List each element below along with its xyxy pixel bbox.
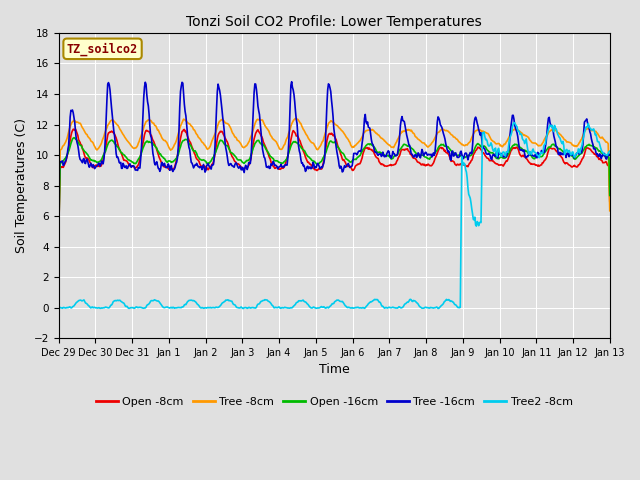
Y-axis label: Soil Temperatures (C): Soil Temperatures (C) [15, 118, 28, 253]
Line: Open -8cm: Open -8cm [59, 129, 610, 237]
Tree2 -8cm [239, 306, 247, 312]
Tree -8cm [177, 121, 185, 127]
Tree2 -8cm [65, 304, 72, 310]
Tree -16cm [418, 146, 426, 152]
Tree -8cm [606, 208, 614, 214]
Tree -8cm [55, 212, 63, 217]
Tree -16cm [402, 127, 410, 133]
Legend: Open -8cm, Tree -8cm, Open -16cm, Tree -16cm, Tree2 -8cm: Open -8cm, Tree -8cm, Open -16cm, Tree -… [91, 393, 577, 411]
Open -8cm [122, 158, 130, 164]
Tree2 -8cm [606, 148, 614, 154]
Tree2 -8cm [55, 304, 63, 310]
X-axis label: Time: Time [319, 363, 349, 376]
Tree2 -8cm [122, 303, 129, 309]
Open -16cm [418, 152, 426, 158]
Open -16cm [55, 234, 63, 240]
Open -16cm [70, 135, 78, 141]
Tree -8cm [122, 135, 129, 141]
Line: Tree -8cm: Tree -8cm [59, 119, 610, 215]
Tree -8cm [65, 129, 72, 135]
Tree -8cm [207, 143, 214, 149]
Open -16cm [65, 148, 72, 154]
Line: Tree2 -8cm: Tree2 -8cm [59, 122, 610, 309]
Line: Open -16cm: Open -16cm [59, 138, 610, 237]
Tree2 -8cm [207, 305, 214, 311]
Open -16cm [178, 139, 186, 145]
Tree -16cm [65, 143, 72, 148]
Open -16cm [122, 154, 130, 160]
Open -8cm [178, 129, 186, 134]
Open -16cm [207, 158, 215, 164]
Open -8cm [418, 162, 426, 168]
Tree -16cm [177, 83, 185, 89]
Text: TZ_soilco2: TZ_soilco2 [67, 42, 138, 56]
Open -8cm [55, 234, 63, 240]
Line: Tree -16cm: Tree -16cm [59, 82, 610, 234]
Open -16cm [606, 192, 614, 198]
Tree2 -8cm [402, 300, 410, 306]
Tree2 -8cm [418, 305, 426, 311]
Tree2 -8cm [177, 305, 185, 311]
Open -8cm [207, 163, 215, 169]
Tree -8cm [402, 129, 410, 134]
Tree -8cm [418, 140, 426, 145]
Tree -16cm [122, 165, 129, 170]
Tree -16cm [288, 79, 296, 84]
Open -8cm [402, 147, 410, 153]
Tree2 -8cm [510, 120, 518, 125]
Open -8cm [606, 198, 614, 204]
Tree -16cm [606, 153, 614, 158]
Open -8cm [72, 126, 79, 132]
Title: Tonzi Soil CO2 Profile: Lower Temperatures: Tonzi Soil CO2 Profile: Lower Temperatur… [186, 15, 482, 29]
Open -8cm [65, 145, 72, 151]
Open -16cm [402, 142, 410, 148]
Tree -16cm [207, 166, 214, 171]
Tree -16cm [55, 231, 63, 237]
Tree -8cm [292, 116, 300, 121]
